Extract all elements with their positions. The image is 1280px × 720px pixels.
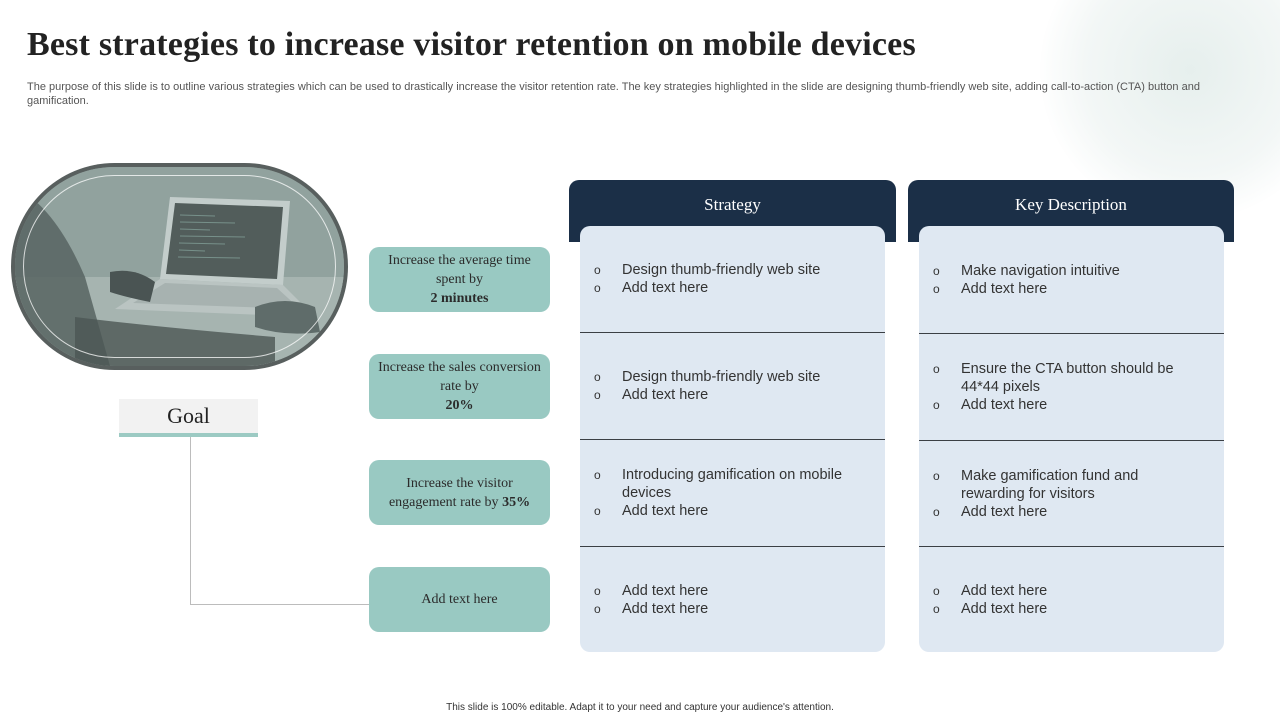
photo-ring [23,175,336,358]
goal-connector-line [190,604,370,605]
description-bullet: Add text here [933,582,1204,600]
row-divider [580,546,885,547]
description-bullet: Add text here [933,600,1204,618]
row-divider [580,332,885,333]
description-bullet: Make navigation intuitive [933,262,1204,280]
row-divider [919,546,1224,547]
row-divider [919,333,1224,334]
key-description-column: Make navigation intuitive Add text here … [919,226,1224,652]
description-bullet: Add text here [933,503,1204,521]
description-bullet: Make gamification fund and rewarding for… [933,467,1204,503]
strategy-cell: Design thumb-friendly web site Add text … [580,333,885,439]
strategy-bullet: Design thumb-friendly web site [594,368,865,386]
description-bullet: Add text here [933,280,1204,298]
description-bullet: Add text here [933,396,1204,414]
laptop-photo [11,163,348,370]
strategy-bullet: Design thumb-friendly web site [594,261,865,279]
goal-connector-line [190,437,191,605]
strategy-bullet: Add text here [594,502,865,520]
laptop-photo-image [15,167,344,366]
goal-item: Increase the average time spent by 2 minu… [369,247,550,312]
strategy-bullet: Add text here [594,582,865,600]
goal-value: 20% [445,398,474,413]
row-divider [919,440,1224,441]
goal-value: 2 minutes [430,291,489,306]
strategy-column: Design thumb-friendly web site Add text … [580,226,885,652]
description-cell: Add text here Add text here [919,547,1224,652]
goal-item: Increase the visitor engagement rate by … [369,460,550,525]
goal-text: Increase the sales conversion rate by [378,360,541,394]
goal-value: 35% [502,494,531,510]
goal-item: Increase the sales conversion rate by 20% [369,354,550,419]
goal-text: Increase the visitor engagement rate by [388,475,513,510]
key-description-header-label: Key Description [1015,195,1127,214]
strategy-bullet: Add text here [594,279,865,297]
slide-title: Best strategies to increase visitor rete… [27,26,916,63]
description-cell: Make navigation intuitive Add text here [919,226,1224,333]
goal-text: Increase the average time spent by [388,253,531,287]
description-bullet: Ensure the CTA button should be 44*44 pi… [933,360,1204,396]
strategy-cell: Design thumb-friendly web site Add text … [580,226,885,332]
goal-text: Add text here [421,592,498,607]
strategy-cell: Add text here Add text here [580,547,885,652]
strategy-bullet: Introducing gamification on mobile devic… [594,466,865,502]
description-cell: Make gamification fund and rewarding for… [919,441,1224,547]
row-divider [580,439,885,440]
strategy-bullet: Add text here [594,386,865,404]
description-cell: Ensure the CTA button should be 44*44 pi… [919,334,1224,440]
goal-item: Add text here [369,567,550,632]
footer-note: This slide is 100% editable. Adapt it to… [446,702,834,713]
strategy-cell: Introducing gamification on mobile devic… [580,440,885,546]
goal-label: Goal [119,399,258,437]
slide-description: The purpose of this slide is to outline … [27,81,1200,107]
strategy-bullet: Add text here [594,600,865,618]
strategy-header-label: Strategy [704,195,761,214]
